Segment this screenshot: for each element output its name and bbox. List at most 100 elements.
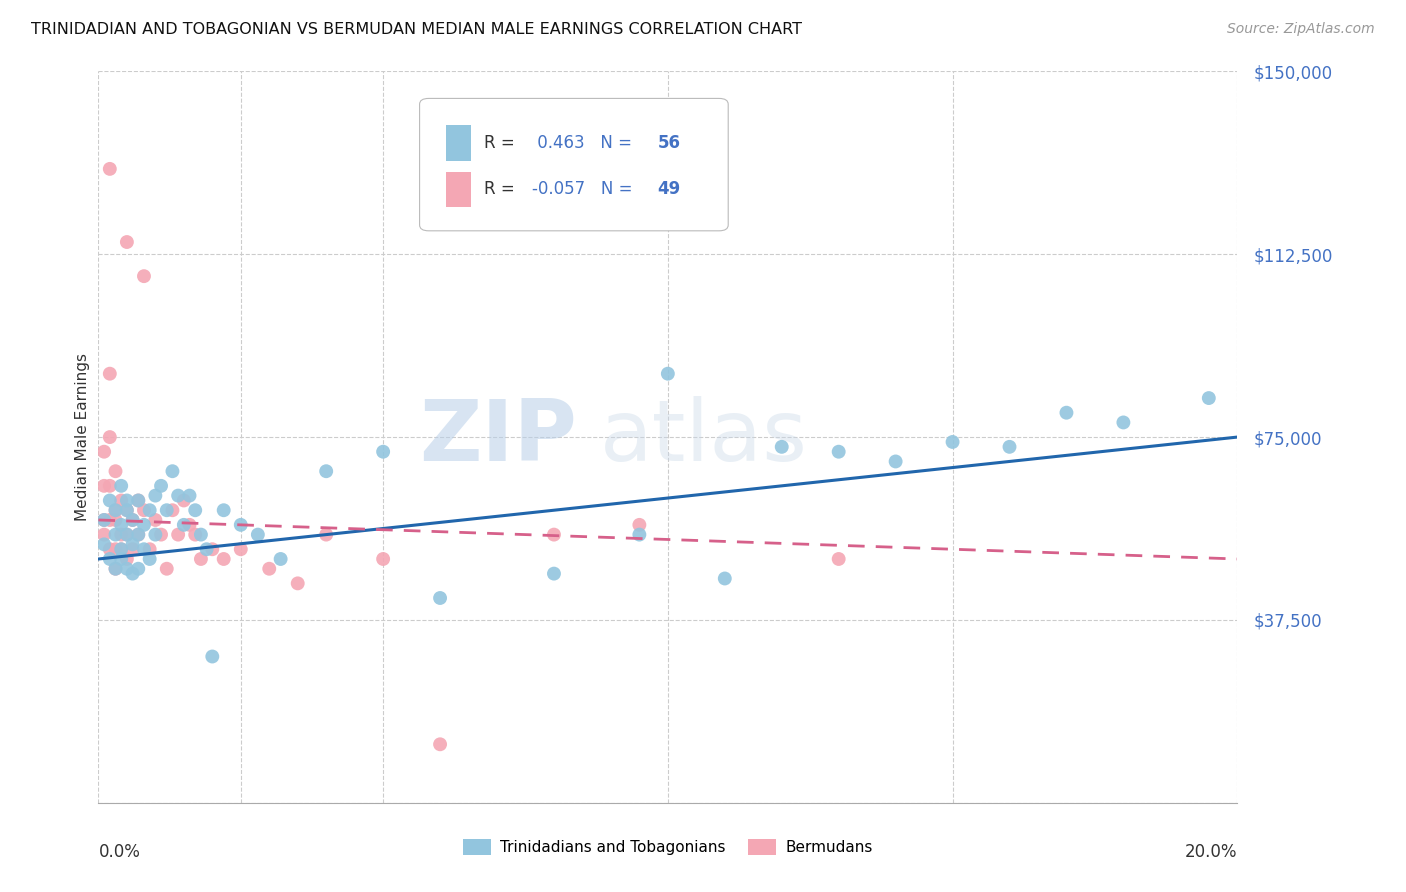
Text: TRINIDADIAN AND TOBAGONIAN VS BERMUDAN MEDIAN MALE EARNINGS CORRELATION CHART: TRINIDADIAN AND TOBAGONIAN VS BERMUDAN M… [31, 22, 801, 37]
Point [373, 552, 395, 566]
Point [201, 649, 224, 664]
Point [543, 527, 565, 541]
Point [110, 517, 132, 532]
Text: atlas: atlas [599, 395, 807, 479]
Point [998, 440, 1021, 454]
Point [770, 440, 793, 454]
Point [1056, 406, 1078, 420]
Point [110, 527, 132, 541]
Point [229, 517, 252, 532]
Point [104, 562, 127, 576]
Point [93, 527, 115, 541]
Point [115, 235, 138, 249]
Point [259, 562, 281, 576]
Point [104, 503, 127, 517]
Point [121, 542, 143, 557]
Point [98, 493, 121, 508]
Point [121, 537, 143, 551]
Point [628, 517, 651, 532]
Point [190, 527, 212, 541]
Point [115, 503, 138, 517]
Point [884, 454, 907, 468]
Point [138, 542, 160, 557]
Point [229, 542, 252, 557]
Point [156, 503, 179, 517]
Point [201, 542, 224, 557]
Point [162, 464, 184, 478]
Point [104, 527, 127, 541]
Point [110, 542, 132, 557]
Point [121, 566, 143, 581]
Point [373, 444, 395, 458]
Point [212, 552, 235, 566]
Point [138, 503, 160, 517]
Point [104, 503, 127, 517]
Point [127, 527, 149, 541]
Point [98, 513, 121, 527]
Point [115, 552, 138, 566]
Point [190, 552, 212, 566]
Point [115, 527, 138, 541]
Point [315, 464, 337, 478]
Point [127, 527, 149, 541]
Legend: Trinidadians and Tobagonians, Bermudans: Trinidadians and Tobagonians, Bermudans [457, 833, 879, 861]
Point [429, 737, 451, 751]
FancyBboxPatch shape [446, 126, 471, 161]
Point [1198, 391, 1220, 405]
Text: 20.0%: 20.0% [1185, 843, 1237, 861]
Point [714, 572, 737, 586]
Point [315, 527, 337, 541]
Point [828, 444, 851, 458]
Point [132, 517, 155, 532]
Point [104, 464, 127, 478]
Point [156, 562, 179, 576]
Point [127, 493, 149, 508]
Point [93, 537, 115, 551]
Point [145, 489, 167, 503]
Point [127, 493, 149, 508]
Point [115, 527, 138, 541]
Point [179, 489, 201, 503]
Point [179, 517, 201, 532]
Point [98, 161, 121, 176]
Text: R =: R = [485, 180, 520, 198]
Point [173, 517, 195, 532]
Point [110, 552, 132, 566]
Point [98, 479, 121, 493]
Point [104, 513, 127, 527]
Point [115, 562, 138, 576]
Point [145, 513, 167, 527]
Point [104, 542, 127, 557]
Point [828, 552, 851, 566]
Point [212, 503, 235, 517]
Point [1112, 416, 1135, 430]
Point [132, 503, 155, 517]
Point [121, 513, 143, 527]
Point [543, 566, 565, 581]
Point [184, 527, 207, 541]
Point [138, 552, 160, 566]
Point [173, 493, 195, 508]
Text: Source: ZipAtlas.com: Source: ZipAtlas.com [1227, 22, 1375, 37]
Point [184, 503, 207, 517]
Point [98, 367, 121, 381]
Y-axis label: Median Male Earnings: Median Male Earnings [75, 353, 90, 521]
FancyBboxPatch shape [419, 98, 728, 231]
Point [195, 542, 218, 557]
Point [657, 367, 679, 381]
Point [132, 269, 155, 284]
Point [167, 527, 190, 541]
FancyBboxPatch shape [446, 171, 471, 207]
Text: 0.0%: 0.0% [98, 843, 141, 861]
Point [132, 542, 155, 557]
Text: 56: 56 [658, 134, 681, 152]
Point [127, 562, 149, 576]
Point [93, 513, 115, 527]
Point [246, 527, 269, 541]
Point [110, 479, 132, 493]
Point [115, 493, 138, 508]
Text: ZIP: ZIP [419, 395, 576, 479]
Point [150, 527, 173, 541]
Point [167, 489, 190, 503]
Text: R =: R = [485, 134, 520, 152]
